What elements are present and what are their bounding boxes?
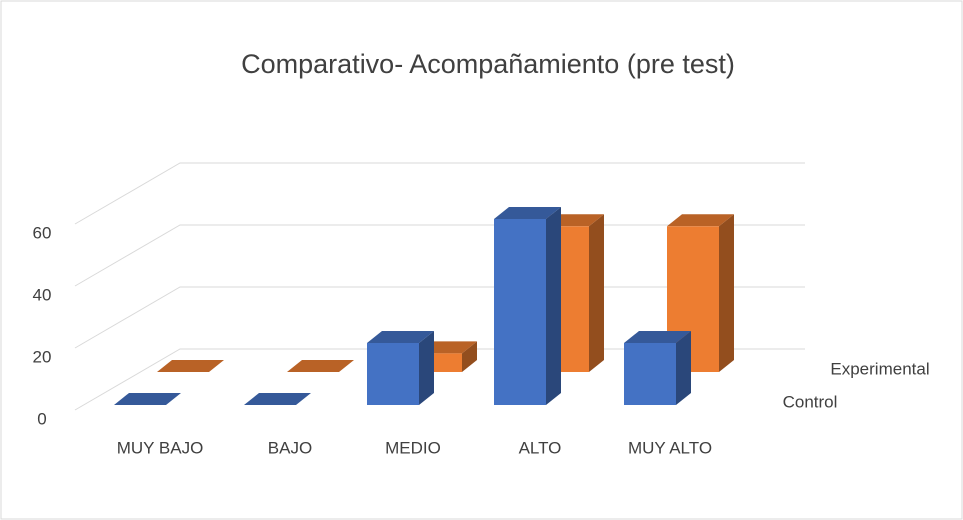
x-tick-label: MEDIO — [385, 438, 441, 457]
series-label: Experimental — [830, 359, 929, 378]
bar — [367, 343, 419, 405]
grid-line — [74, 162, 805, 225]
x-tick-label: BAJO — [268, 438, 312, 457]
bar-top — [157, 360, 224, 372]
bar — [494, 219, 546, 405]
bar-side — [719, 214, 734, 372]
bar-top — [367, 331, 434, 343]
y-tick-label: 20 — [33, 347, 52, 366]
bar-side — [462, 341, 477, 372]
y-tick-label: 0 — [37, 409, 46, 428]
series-label: Control — [783, 392, 838, 411]
bar-top — [494, 207, 561, 219]
bar-top — [287, 360, 354, 372]
bar-side — [589, 214, 604, 372]
x-tick-label: ALTO — [519, 438, 562, 457]
chart-title: Comparativo- Acompañamiento (pre test) — [241, 49, 735, 79]
bar-side — [419, 331, 434, 405]
x-tick-label: MUY ALTO — [628, 438, 712, 457]
y-tick-label: 40 — [33, 285, 52, 304]
bar — [624, 343, 676, 405]
y-tick-label: 60 — [33, 223, 52, 242]
bar-top — [667, 214, 734, 227]
bar-top — [624, 331, 691, 343]
bar-side — [546, 207, 561, 405]
bar-side — [676, 331, 691, 405]
x-tick-label: MUY BAJO — [117, 438, 204, 457]
bar-top — [114, 393, 181, 405]
bar-top — [244, 393, 311, 405]
